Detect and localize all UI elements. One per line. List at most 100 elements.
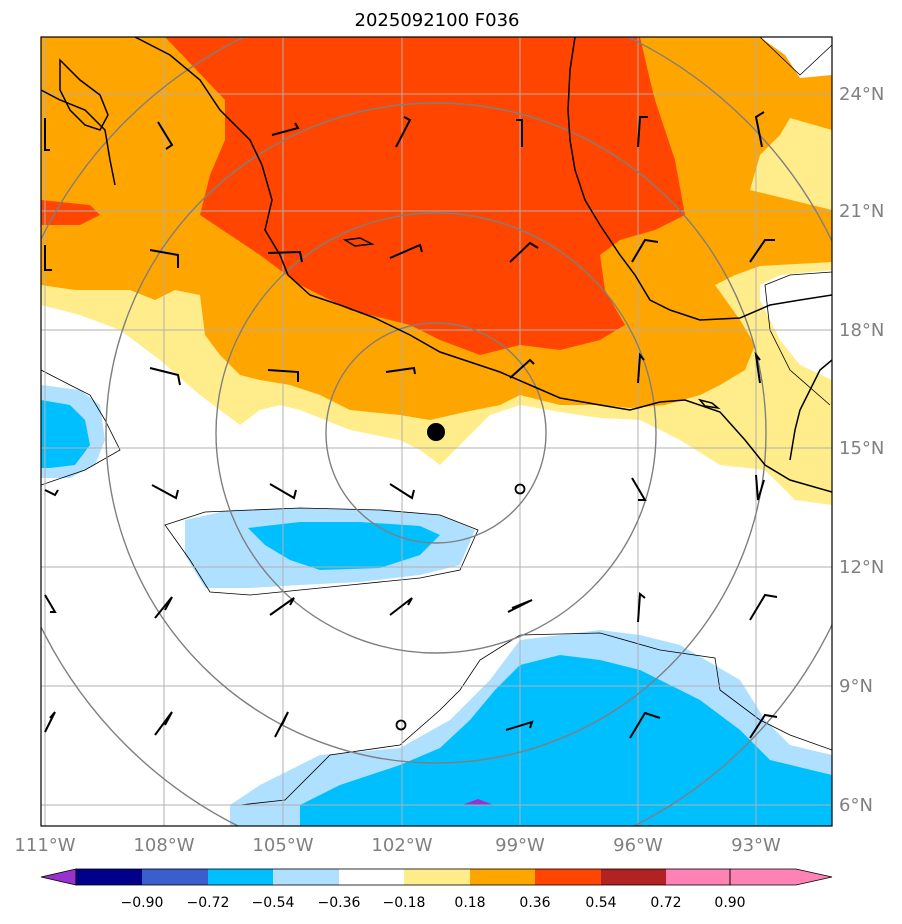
wind-barb (754, 351, 761, 384)
range-rings (41, 37, 832, 826)
calm-wind-circle (514, 483, 526, 495)
wind-barb (269, 483, 297, 500)
contour-negative (164, 507, 479, 596)
wind-barb (755, 474, 765, 501)
lat-label: 12°N (839, 557, 884, 578)
lat-label: 15°N (839, 438, 884, 459)
colorbar-over-extension (729, 868, 833, 886)
colorbar-under-extension (40, 868, 77, 886)
colorbar-swatch (142, 869, 208, 885)
colorbar-label: −0.90 (121, 895, 164, 911)
lat-labels: 24°N 21°N 18°N 15°N 12°N 9°N 6°N (839, 84, 884, 816)
wind-barb (44, 245, 52, 271)
wind-barb (385, 366, 416, 375)
wind-barb (749, 593, 778, 621)
coastline-baja (41, 89, 116, 186)
range-ring-3 (105, 102, 767, 764)
colorbar-swatch (470, 869, 535, 885)
wind-barb (157, 121, 174, 150)
wind-barb (271, 122, 300, 136)
wind-barb (389, 483, 415, 500)
lon-labels: 111°W 108°W 105°W 102°W 99°W 96°W 93°W (14, 835, 781, 856)
range-ring-2 (215, 212, 657, 654)
colorbar-swatch (535, 869, 601, 885)
colorbar-swatch (666, 869, 730, 885)
colorbar-swatch (404, 869, 470, 885)
wind-barb (629, 711, 661, 739)
wind-barb (509, 241, 539, 263)
colorbar-swatch (76, 869, 142, 885)
shading-orange-red-west (41, 200, 100, 225)
map-title: 2025092100 F036 (355, 10, 520, 31)
calm-wind-circle (395, 719, 407, 731)
lon-label: 111°W (14, 835, 75, 856)
wind-barb (44, 118, 50, 151)
wind-barb (274, 711, 289, 738)
wind-barb (267, 369, 299, 382)
lat-label: 24°N (839, 84, 884, 105)
lon-label: 96°W (613, 835, 663, 856)
wind-barb (637, 116, 648, 148)
coastlines (41, 37, 832, 493)
wind-barbs (44, 111, 778, 739)
colorbar-label: 0.54 (585, 895, 616, 911)
wind-barb (44, 489, 59, 497)
lat-label: 9°N (839, 676, 873, 697)
coastline-baja-2 (59, 58, 109, 131)
wind-barb (44, 711, 56, 733)
wind-barb (389, 243, 423, 259)
colorbar-label: −0.18 (383, 895, 426, 911)
lat-label: 18°N (839, 320, 884, 341)
colorbar-swatch (273, 869, 339, 885)
contour-negative-west (41, 369, 121, 486)
graticule (41, 37, 832, 826)
wind-barb (267, 250, 303, 263)
wind-barb (637, 592, 646, 623)
lat-label: 21°N (839, 201, 884, 222)
shading-blue-west (41, 400, 90, 468)
wind-barb (395, 116, 412, 148)
wind-barb (505, 720, 534, 731)
wind-barb (149, 367, 181, 386)
colorbar: −0.90 −0.72 −0.54 −0.36 −0.18 0.18 0.36 … (40, 868, 833, 911)
lon-label: 93°W (731, 835, 781, 856)
lon-label: 108°W (133, 835, 194, 856)
contour-east (764, 271, 832, 406)
wind-barb (154, 711, 173, 736)
lon-label: 99°W (495, 835, 545, 856)
wind-barb (631, 238, 659, 263)
wind-barb (631, 477, 647, 501)
contour-ne (759, 37, 832, 76)
shading-purple-south (462, 799, 494, 805)
coastline-mexico-pacific (134, 37, 832, 493)
wind-barb (516, 119, 523, 147)
wind-barb (749, 713, 778, 739)
lon-label: 102°W (371, 835, 432, 856)
wind-barb (507, 599, 533, 613)
colorbar-label: 0.36 (519, 895, 550, 911)
colorbar-swatch (601, 869, 666, 885)
wind-barb (754, 111, 765, 148)
storm-center-marker (427, 423, 445, 441)
wind-barb (154, 596, 173, 619)
wind-barb (637, 352, 645, 384)
wind-barb (269, 597, 295, 616)
colorbar-label: −0.72 (187, 895, 230, 911)
lat-label: 6°N (839, 795, 873, 816)
coastline-gulf (567, 37, 832, 321)
map-panel (41, 37, 832, 826)
colorbar-frame (75, 868, 731, 886)
range-ring-1 (325, 322, 547, 544)
coastline-east-yucatan (789, 359, 832, 461)
colorbar-label: −0.54 (252, 895, 295, 911)
wind-barb (509, 358, 535, 379)
map-frame (40, 36, 833, 827)
coastline-island-1 (342, 237, 375, 247)
shading-orange-red (165, 37, 685, 355)
colorbar-label: 0.90 (714, 895, 745, 911)
coastline-island-2 (697, 398, 721, 410)
colorbar-label: −0.36 (318, 895, 361, 911)
colorbar-label: 0.72 (650, 895, 681, 911)
colorbar-swatch (208, 869, 273, 885)
